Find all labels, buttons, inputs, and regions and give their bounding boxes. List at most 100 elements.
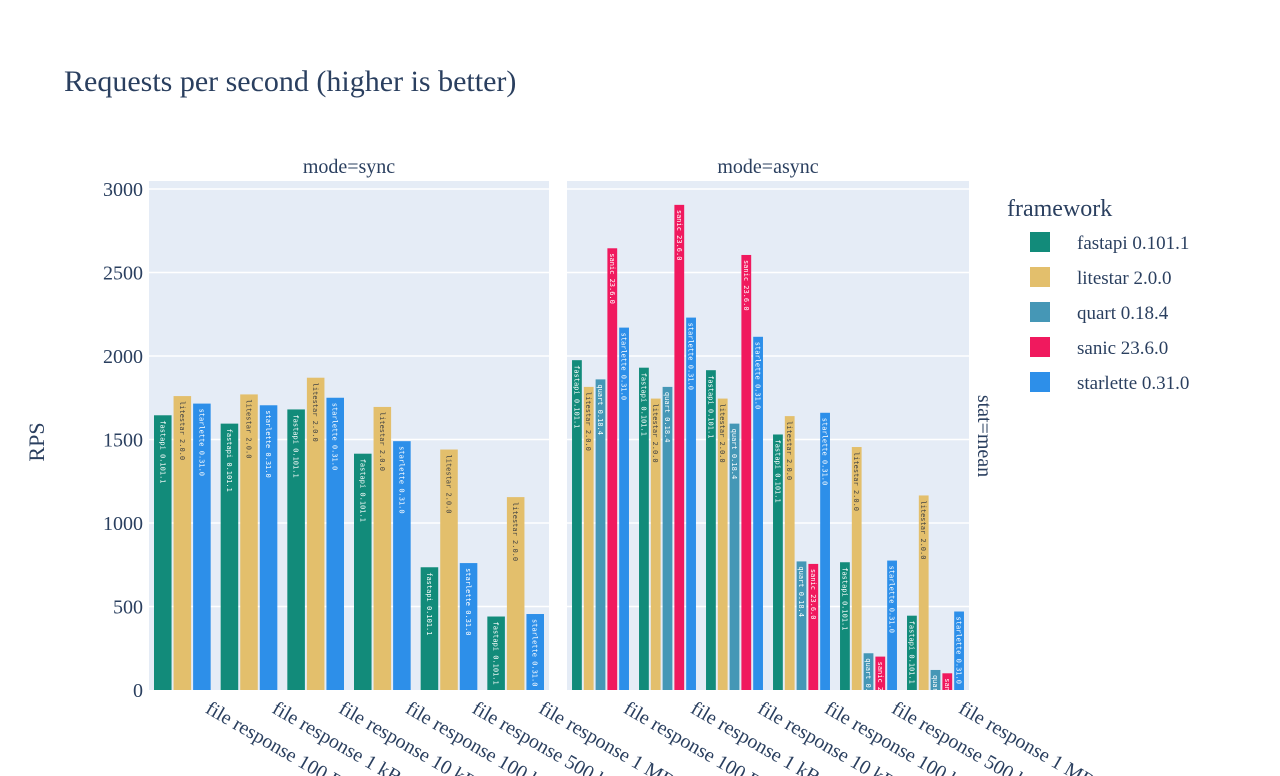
facet-label: mode=async (717, 156, 818, 178)
bar (487, 616, 505, 690)
bar (607, 248, 618, 690)
bar-label: litestar 2.0.0 (245, 399, 253, 458)
legend-swatch (1030, 372, 1050, 392)
bar (583, 386, 594, 690)
bar (639, 367, 649, 690)
legend-item: quart 0.18.4 (1077, 303, 1169, 324)
bar-label: starlette 0.31.0 (464, 568, 472, 635)
bar (440, 449, 458, 690)
bar-label: fastapi 0.101.1 (358, 459, 366, 522)
bar-label: starlette 0.31.0 (331, 403, 339, 470)
bar (717, 398, 728, 690)
facet-label: mode=sync (303, 156, 395, 178)
bar-label: fastapi 0.101.1 (425, 572, 433, 635)
bar (753, 336, 763, 690)
bar-label: fastapi 0.101.1 (773, 439, 781, 502)
bar-label: quart 0.18.4 (596, 384, 604, 435)
bar (706, 370, 716, 690)
legend-swatch (1030, 267, 1050, 287)
bar-label: quart 0.18.4 (931, 675, 939, 726)
bar-label: sanic 23.6.0 (742, 260, 750, 311)
y-tick-label: 3000 (103, 179, 143, 201)
bar (306, 377, 325, 690)
plot-panels: mode=sync fastapi 0.101.1 litestar 2.0.0 st… (103, 156, 1098, 776)
bar (773, 434, 783, 690)
bar (887, 560, 897, 690)
y-tick-label: 1000 (103, 513, 143, 535)
bar (572, 360, 582, 690)
bar-label: litestar 2.0.0 (511, 502, 519, 561)
bar (173, 396, 192, 690)
bar-label: starlette 0.31.0 (531, 619, 539, 686)
bar-label: sanic 23.6.0 (943, 678, 951, 729)
bar-label: starlette 0.31.0 (955, 617, 963, 684)
y-tick-label: 500 (113, 597, 143, 619)
y-tick-label: 1500 (103, 430, 143, 452)
bar-label: fastapi 0.101.1 (492, 622, 500, 685)
bar (459, 563, 478, 690)
bar (354, 453, 372, 690)
legend-item: fastapi 0.101.1 (1077, 233, 1189, 254)
legend-item: sanic 23.6.0 (1077, 338, 1168, 359)
bar-label: litestar 2.0.0 (378, 412, 386, 471)
bar (851, 447, 862, 690)
bar (662, 386, 673, 690)
bar (326, 397, 344, 690)
bar (193, 403, 211, 690)
bar (942, 673, 953, 690)
legend-title: framework (1007, 196, 1112, 222)
bar-label: starlette 0.31.0 (888, 566, 896, 633)
bar-label: sanic 23.6.0 (608, 253, 616, 304)
bar-label: litestar 2.0.0 (311, 383, 319, 442)
bar-label: quart 0.18.4 (797, 566, 805, 617)
bar (729, 423, 740, 690)
bar (619, 327, 629, 690)
bar (287, 409, 305, 690)
bar (373, 406, 392, 690)
bar-label: fastapi 0.101.1 (572, 365, 580, 428)
bar-label: starlette 0.31.0 (264, 410, 272, 477)
y-tick-label: 0 (133, 680, 143, 702)
bar (674, 204, 685, 691)
bar (907, 615, 917, 690)
bar (240, 394, 258, 690)
bar-label: litestar 2.0.0 (584, 392, 592, 451)
bar (808, 563, 819, 690)
bar-label: starlette 0.31.0 (821, 418, 829, 485)
bar (820, 412, 830, 690)
bar-label: sanic 23.6.0 (675, 210, 683, 261)
bar-label: fastapi 0.101.1 (907, 621, 915, 684)
bar-label: quart 0.18.4 (663, 392, 671, 443)
bar (796, 561, 807, 690)
bar (918, 495, 929, 690)
y-tick-label: 2000 (103, 346, 143, 368)
bar-label: fastapi 0.101.1 (840, 567, 848, 630)
row-facet-label: stat=mean (973, 395, 995, 477)
legend-swatch (1030, 302, 1050, 322)
bar-label: starlette 0.31.0 (397, 446, 405, 513)
bar (154, 415, 172, 690)
bar-label: starlette 0.31.0 (687, 323, 695, 390)
bar (650, 398, 661, 690)
bar-label: litestar 2.0.0 (919, 500, 927, 559)
legend-item: starlette 0.31.0 (1077, 373, 1189, 394)
bar (420, 567, 439, 690)
bar (840, 562, 850, 690)
bar (526, 614, 544, 690)
legend-swatch (1030, 337, 1050, 357)
bar-label: quart 0.18.4 (864, 658, 872, 709)
bar-label: litestar 2.0.0 (852, 452, 860, 511)
bar (506, 497, 525, 690)
bar-label: fastapi 0.101.1 (292, 414, 300, 477)
y-tick-label: 2500 (103, 263, 143, 285)
bar-label: starlette 0.31.0 (620, 333, 628, 400)
bar-label: starlette 0.31.0 (197, 409, 205, 476)
bar-label: litestar 2.0.0 (718, 404, 726, 463)
bar (784, 416, 795, 690)
bar (393, 441, 411, 690)
bar (741, 254, 752, 690)
bar-label: litestar 2.0.0 (178, 401, 186, 460)
chart-title: Requests per second (higher is better) (64, 65, 516, 98)
bar-label: fastapi 0.101.1 (706, 375, 714, 438)
